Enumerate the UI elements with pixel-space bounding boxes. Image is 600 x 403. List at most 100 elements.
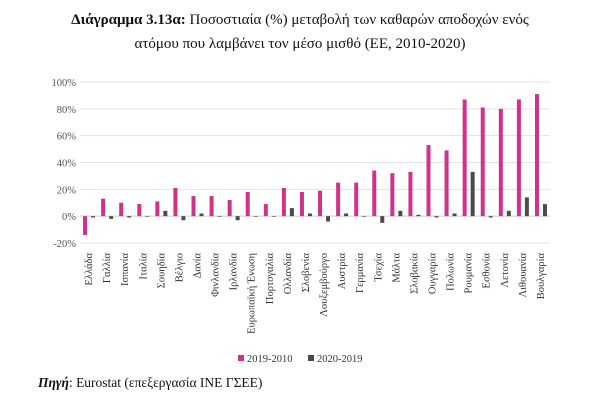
bar	[235, 216, 240, 221]
x-tick-label: Ολλανδία	[283, 253, 294, 295]
bar	[398, 210, 403, 217]
x-tick-label: Σλοβακία	[409, 253, 420, 294]
legend-label: 2019-2010	[247, 354, 293, 365]
bar	[299, 192, 304, 217]
bar	[145, 216, 150, 217]
x-tick-label: Ιταλία	[138, 253, 149, 280]
bar	[462, 99, 467, 217]
x-tick-label: Ρουμανία	[464, 253, 475, 294]
bar	[245, 192, 250, 217]
y-tick-label: 20%	[57, 185, 77, 196]
bar	[209, 196, 214, 217]
x-tick-label: Ισπανία	[120, 253, 131, 287]
bar	[253, 216, 258, 217]
bar	[426, 145, 431, 217]
bar	[119, 202, 124, 217]
x-tick-label: Βουλγαρία	[536, 253, 547, 300]
y-tick-label: 80%	[57, 105, 77, 116]
bar	[480, 107, 485, 217]
bar	[263, 204, 268, 217]
bar	[101, 198, 106, 217]
bar	[83, 216, 88, 235]
source-note: Πηγή: Eurostat (επεξεργασία ΙΝΕ ΓΣΕΕ)	[38, 375, 262, 391]
x-tick-label: Τσεχία	[373, 253, 384, 282]
y-tick-label: -20%	[53, 239, 76, 250]
bar	[217, 216, 222, 217]
x-tick-label: Ελλάδα	[84, 253, 95, 286]
x-tick-label: Σουηδία	[156, 253, 167, 289]
bar	[534, 94, 539, 217]
source-text: : Eurostat (επεξεργασία ΙΝΕ ΓΣΕΕ)	[68, 375, 263, 390]
x-tick-label: Σλοβενία	[301, 253, 312, 293]
chart-title-label: Διάγραμμα 3.13α:	[71, 12, 186, 28]
x-tick-label: Ευρωπαϊκή Ένωση	[247, 253, 258, 334]
legend: 2019-2010 2020-2019	[238, 354, 363, 365]
bar	[127, 216, 132, 218]
x-tick-label: Γαλλία	[102, 253, 113, 284]
y-tick-label: 40%	[57, 159, 77, 170]
x-tick-label: Δανία	[193, 253, 204, 279]
bar	[488, 216, 493, 218]
bar	[336, 182, 341, 217]
gridlines	[80, 81, 550, 244]
bar	[181, 216, 186, 221]
bar	[318, 190, 323, 217]
x-tick-label: Ουγγαρία	[428, 253, 439, 295]
x-tick-label: Πολωνία	[446, 253, 457, 291]
bar	[416, 214, 421, 217]
bar	[344, 213, 349, 217]
bar	[390, 173, 395, 217]
bars	[83, 94, 547, 235]
x-tick-label: Ιρλανδία	[229, 253, 240, 291]
bar	[91, 216, 96, 218]
bar	[408, 171, 413, 217]
chart-title: Διάγραμμα 3.13α: Ποσοστιαία (%) μεταβολή…	[0, 8, 600, 56]
x-tick-label: Λιθουανία	[518, 253, 529, 298]
x-tick-label: Φινλανδία	[211, 253, 222, 297]
bar	[444, 150, 449, 217]
bar	[372, 170, 377, 217]
bar	[452, 213, 457, 217]
x-axis-labels: Ελλάδα Γαλλία Ισπανία Ιταλία Σουηδία Βέλγιο Δα…	[84, 253, 547, 334]
y-tick-label: 60%	[57, 132, 77, 143]
bar	[506, 210, 511, 217]
y-tick-label: 0%	[62, 212, 76, 223]
x-tick-label: Μάλτα	[391, 253, 402, 283]
bar	[289, 208, 294, 217]
bar	[137, 204, 142, 217]
y-tick-label: 100%	[52, 78, 77, 89]
bar	[271, 216, 276, 217]
legend-swatch	[308, 355, 314, 361]
bar	[155, 201, 160, 217]
source-label: Πηγή	[38, 375, 69, 390]
chart-title-line2: ατόμου που λαμβάνει τον μέσο μισθό (ΕΕ, …	[134, 36, 466, 52]
bar	[109, 216, 114, 219]
bar	[354, 182, 359, 217]
bar	[542, 204, 547, 217]
chart-title-line1: Ποσοστιαία (%) μεταβολή των καθαρών αποδ…	[189, 12, 529, 28]
legend-swatch	[238, 355, 244, 361]
x-tick-label: Λουξεμβούργο	[319, 253, 330, 317]
bar	[362, 216, 367, 217]
bar	[199, 213, 204, 217]
y-axis-ticks: -20% 0% 20% 40% 60% 80% 100%	[52, 78, 77, 250]
x-tick-label: Εσθονία	[482, 253, 493, 289]
bar	[516, 99, 521, 217]
bar	[307, 213, 312, 217]
x-tick-label: Πορτογαλία	[265, 253, 276, 305]
x-tick-label: Αυστρία	[337, 253, 348, 290]
bar	[173, 187, 178, 217]
bar	[281, 187, 286, 217]
bar	[498, 108, 503, 217]
x-tick-label: Βέλγιο	[174, 253, 185, 282]
legend-label: 2020-2019	[317, 354, 363, 365]
bar	[434, 216, 439, 218]
bar	[326, 216, 331, 222]
bar	[380, 216, 385, 223]
bar	[227, 200, 232, 217]
bar	[524, 197, 529, 217]
bar	[163, 210, 168, 217]
x-tick-label: Λετονία	[500, 253, 511, 288]
bar	[470, 171, 475, 217]
